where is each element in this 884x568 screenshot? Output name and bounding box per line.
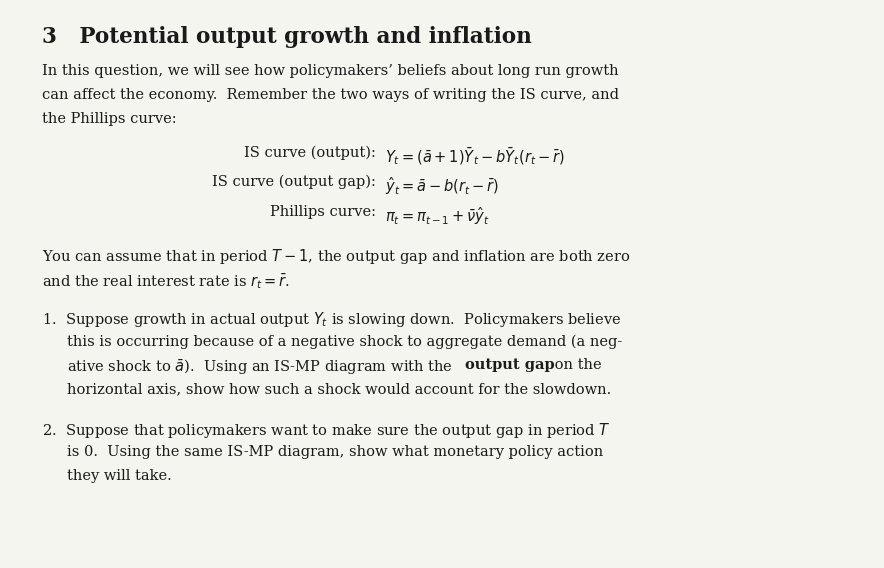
Text: $\pi_t = \pi_{t-1} + \bar{\nu}\hat{y}_t$: $\pi_t = \pi_{t-1} + \bar{\nu}\hat{y}_t$	[385, 205, 490, 227]
Text: and the real interest rate is $r_t = \bar{r}$.: and the real interest rate is $r_t = \ba…	[42, 271, 291, 291]
Text: can affect the economy.  Remember the two ways of writing the IS curve, and: can affect the economy. Remember the two…	[42, 88, 620, 102]
Text: is 0.  Using the same IS-MP diagram, show what monetary policy action: is 0. Using the same IS-MP diagram, show…	[67, 445, 604, 460]
Text: 3   Potential output growth and inflation: 3 Potential output growth and inflation	[42, 26, 532, 48]
Text: they will take.: they will take.	[67, 469, 171, 483]
Text: ative shock to $\bar{a}$).  Using an IS-MP diagram with the: ative shock to $\bar{a}$). Using an IS-M…	[67, 358, 453, 377]
Text: horizontal axis, show how such a shock would account for the slowdown.: horizontal axis, show how such a shock w…	[67, 382, 612, 396]
Text: IS curve (output gap):: IS curve (output gap):	[212, 175, 376, 189]
Text: 2.  Suppose that policymakers want to make sure the output gap in period $T$: 2. Suppose that policymakers want to mak…	[42, 421, 611, 440]
Text: output gap: output gap	[465, 358, 554, 372]
Text: IS curve (output):: IS curve (output):	[244, 145, 376, 160]
Text: Phillips curve:: Phillips curve:	[270, 205, 376, 219]
Text: 1.  Suppose growth in actual output $Y_t$ is slowing down.  Policymakers believe: 1. Suppose growth in actual output $Y_t$…	[42, 310, 622, 329]
Text: the Phillips curve:: the Phillips curve:	[42, 112, 177, 126]
Text: on the: on the	[550, 358, 601, 372]
Text: In this question, we will see how policymakers’ beliefs about long run growth: In this question, we will see how policy…	[42, 64, 619, 78]
Text: this is occurring because of a negative shock to aggregate demand (a neg-: this is occurring because of a negative …	[67, 334, 622, 349]
Text: $Y_t = (\bar{a}+1)\bar{Y}_t - b\bar{Y}_t(r_t - \bar{r})$: $Y_t = (\bar{a}+1)\bar{Y}_t - b\bar{Y}_t…	[385, 145, 564, 166]
Text: You can assume that in period $T-1$, the output gap and inflation are both zero: You can assume that in period $T-1$, the…	[42, 247, 631, 266]
Text: $\hat{y}_t = \bar{a} - b(r_t - \bar{r})$: $\hat{y}_t = \bar{a} - b(r_t - \bar{r})$	[385, 175, 499, 197]
